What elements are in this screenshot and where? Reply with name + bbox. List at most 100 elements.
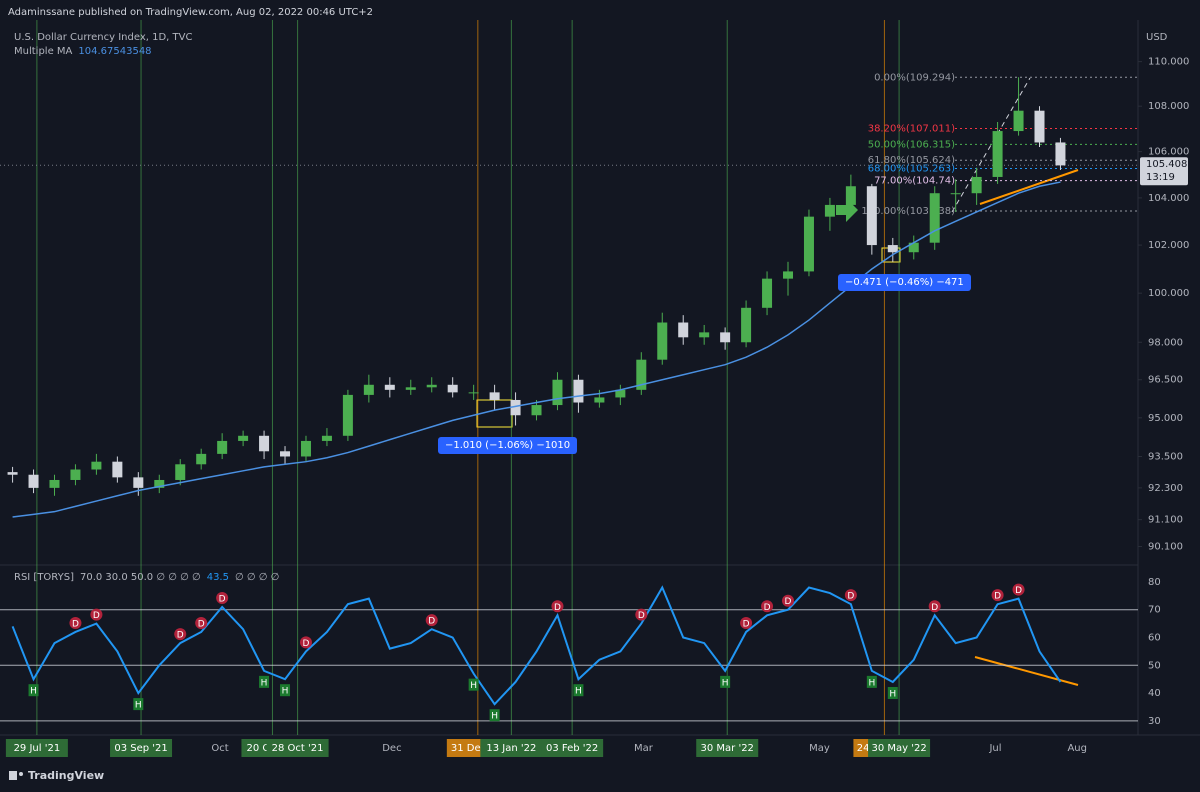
y-tick-label: 96.500	[1148, 375, 1183, 386]
fib-label: 100.00%(103.438)	[861, 206, 955, 217]
marker-label: D	[198, 619, 205, 629]
x-tick-label: Aug	[1067, 743, 1087, 754]
candle-body	[468, 392, 479, 394]
candle-body	[91, 461, 102, 470]
marker	[573, 684, 584, 697]
y-tick-label: 30	[1148, 716, 1161, 727]
y-tick-label: 93.500	[1148, 451, 1183, 462]
candle-body	[28, 474, 39, 488]
grid-layer	[36, 20, 900, 735]
marker	[133, 698, 144, 711]
candle-body	[866, 186, 877, 246]
date-box	[480, 739, 543, 757]
ma-line	[12, 181, 1061, 518]
marker-label: D	[1015, 586, 1022, 596]
marker	[174, 628, 187, 641]
candle-body	[489, 392, 500, 400]
candle-body	[552, 379, 563, 406]
rsi-title: RSI [TORYS]	[14, 572, 74, 583]
candle-body	[845, 186, 856, 205]
candle-body	[615, 389, 626, 398]
marker-label: H	[261, 678, 268, 688]
marker	[90, 608, 103, 621]
marker	[468, 678, 479, 691]
y-tick-label: 95.000	[1148, 413, 1183, 424]
rsi-line	[11, 585, 1062, 706]
candle-body	[259, 435, 270, 452]
candle-body	[908, 242, 919, 253]
marker	[761, 600, 774, 613]
marker	[740, 616, 753, 629]
marker-label: D	[743, 619, 750, 629]
candle-body	[426, 384, 437, 388]
marker-label: D	[72, 619, 79, 629]
candle-body	[175, 464, 186, 480]
candle-body	[950, 193, 961, 195]
y-tick-label: 100.000	[1148, 288, 1189, 299]
candle-body	[803, 216, 814, 272]
y-tick-label: 102.000	[1148, 240, 1189, 251]
ma-name: Multiple MA	[14, 46, 73, 57]
candle-body	[342, 394, 353, 436]
x-tick-label: 30 Mar '22	[701, 743, 754, 754]
marker	[928, 600, 941, 613]
date-box	[110, 739, 173, 757]
candle-body	[154, 479, 165, 488]
marker	[280, 684, 291, 697]
measure-label: −1.010 (−1.06%) −1010	[438, 437, 578, 454]
candle-body	[783, 271, 794, 279]
marker	[28, 684, 39, 697]
x-tick-label: 30 May '22	[871, 743, 926, 754]
candle-body	[594, 397, 605, 403]
rsi-params: 70.0 30.0 50.0 ∅ ∅ ∅ ∅	[79, 572, 201, 583]
marker	[720, 675, 731, 688]
y-tick-label: 98.000	[1148, 337, 1183, 348]
fib-label: 50.00%(106.315)	[868, 139, 955, 150]
x-tick-label: Oct	[211, 743, 228, 754]
candle-body	[699, 332, 710, 338]
x-tick-label: 28 Oct '21	[272, 743, 324, 754]
marker-label: D	[994, 592, 1001, 602]
candle-body	[7, 472, 18, 475]
y-tick-label: 70	[1148, 605, 1161, 616]
x-tick-label: Jul	[988, 743, 1001, 754]
marker	[195, 616, 208, 629]
candle-body	[992, 131, 1003, 177]
y-tick-label: 80	[1148, 577, 1161, 588]
marker	[1012, 583, 1025, 596]
candle-body	[720, 332, 731, 343]
marker-label: D	[93, 611, 100, 621]
marker	[259, 675, 270, 688]
price-box	[1140, 157, 1188, 186]
fib-label: 61.80%(105.624)	[868, 155, 955, 166]
candle-body	[447, 384, 458, 393]
date-box	[266, 739, 329, 757]
candle-body	[363, 384, 374, 395]
candle-body	[321, 435, 332, 441]
candle-body	[531, 405, 542, 416]
x-tick-label: Mar	[634, 743, 654, 754]
tv-logo	[9, 771, 23, 780]
symbol: U.S. Dollar Currency Index, 1D, TVC	[14, 32, 193, 43]
marker	[489, 709, 500, 722]
marker	[425, 614, 438, 627]
marker	[69, 616, 82, 629]
marker-label: D	[177, 631, 184, 641]
candle-body	[971, 176, 982, 194]
marker-label: H	[575, 687, 582, 697]
marker-label: D	[219, 594, 226, 604]
y-tick-label: 50	[1148, 660, 1161, 671]
candle-body	[405, 387, 416, 390]
arrow	[836, 198, 858, 222]
trend-line	[979, 169, 1079, 205]
marker	[887, 686, 898, 699]
y-tick-label: 108.000	[1148, 101, 1189, 112]
candle-body	[300, 440, 311, 457]
x-tick-label: May	[809, 743, 830, 754]
marker-label: H	[30, 687, 37, 697]
fib-label: 0.00%(109.294)	[874, 72, 955, 83]
candle-body	[762, 278, 773, 308]
fib-label: 38.20%(107.011)	[868, 124, 955, 135]
